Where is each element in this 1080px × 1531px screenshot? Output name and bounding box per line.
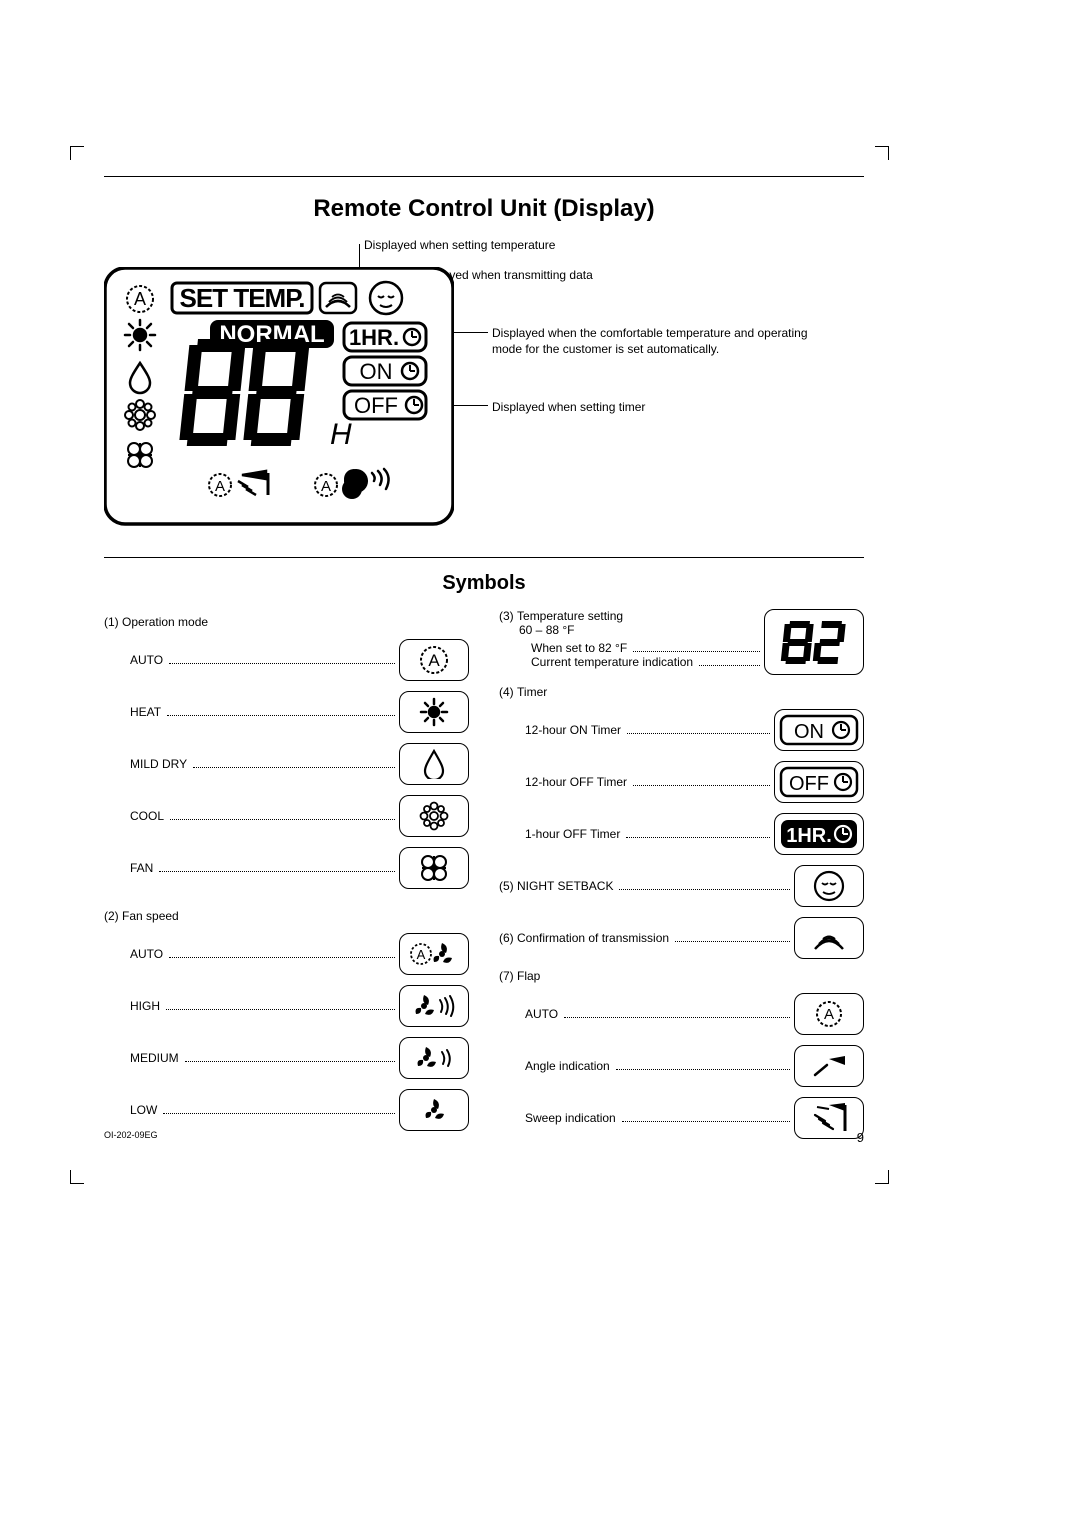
hr-top: [104, 176, 864, 177]
icon-fs-med: [399, 1037, 469, 1079]
page-title: Remote Control Unit (Display): [104, 195, 864, 223]
icon-heat: [399, 691, 469, 733]
lead: [452, 405, 488, 406]
icon-cool: [399, 795, 469, 837]
sym-fs-med: MEDIUM: [130, 1051, 179, 1065]
icon-angle: [794, 1045, 864, 1087]
s4-label: Timer: [517, 685, 547, 699]
sym-fan: FAN: [130, 861, 153, 875]
s1-label: Operation mode: [122, 615, 208, 629]
sym-auto: AUTO: [130, 653, 163, 667]
s3-range: 60 – 88 °F: [519, 623, 764, 637]
svg-text:OFF: OFF: [789, 773, 829, 795]
icon-1hroff: 1HR.: [774, 813, 864, 855]
crop-mark: [875, 146, 889, 160]
sym-flapauto: AUTO: [525, 1007, 558, 1021]
s4-num: (4): [499, 685, 514, 699]
icon-fs-high: [399, 985, 469, 1027]
hr-mid: [104, 557, 864, 558]
svg-text:A: A: [321, 478, 331, 495]
icon-ontimer: ON: [774, 709, 864, 751]
annotation-comfort: Displayed when the comfortable temperatu…: [492, 325, 812, 357]
svg-text:ON: ON: [360, 359, 393, 384]
svg-text:A: A: [428, 651, 440, 670]
sym-fs-low: LOW: [130, 1103, 157, 1117]
symbols-grid: (1) Operation mode AUTO A HEAT MILD DRY …: [104, 609, 864, 1149]
sym-fs-high: HIGH: [130, 999, 160, 1013]
s7-label: Flap: [517, 969, 540, 983]
s5-num: (5): [499, 879, 514, 893]
page-number: 9: [857, 1130, 864, 1145]
s3-num: (3): [499, 609, 514, 623]
annotation-settemp: Displayed when setting temperature: [364, 237, 555, 253]
lead: [452, 332, 488, 333]
sym-sweep: Sweep indication: [525, 1111, 616, 1125]
icon-auto: A: [399, 639, 469, 681]
svg-text:SET TEMP.: SET TEMP.: [180, 283, 305, 313]
icon-temp82: [764, 609, 864, 675]
sym-cool: COOL: [130, 809, 164, 823]
s2-num: (2): [104, 909, 119, 923]
svg-text:OFF: OFF: [354, 393, 398, 418]
svg-text:A: A: [417, 947, 426, 962]
s2-label: Fan speed: [122, 909, 179, 923]
svg-text:1HR.: 1HR.: [349, 325, 399, 350]
crop-mark: [875, 1170, 889, 1184]
sym-heat: HEAT: [130, 705, 161, 719]
icon-fs-auto: A: [399, 933, 469, 975]
icon-transmit: [794, 917, 864, 959]
svg-text:1HR.: 1HR.: [786, 825, 832, 847]
sym-angle: Angle indication: [525, 1059, 610, 1073]
s7-num: (7): [499, 969, 514, 983]
sym-1hroff: 1-hour OFF Timer: [525, 827, 620, 841]
sym-ontimer: 12-hour ON Timer: [525, 723, 621, 737]
s5-label: NIGHT SETBACK: [517, 879, 613, 893]
footer-code: OI-202-09EG: [104, 1130, 158, 1145]
display-diagram: Displayed when setting temperature Displ…: [104, 237, 864, 557]
sym-fs-auto: AUTO: [130, 947, 163, 961]
svg-text:A: A: [215, 478, 225, 495]
footer: OI-202-09EG 9: [104, 1130, 864, 1145]
s3-current: Current temperature indication: [531, 655, 693, 669]
crop-mark: [70, 1170, 84, 1184]
svg-text:A: A: [824, 1006, 834, 1023]
page-content: Remote Control Unit (Display) Displayed …: [104, 176, 864, 1149]
lcd-display: A: [104, 267, 454, 527]
sym-offtimer: 12-hour OFF Timer: [525, 775, 627, 789]
svg-text:H: H: [330, 418, 352, 451]
icon-nightsetback: [794, 865, 864, 907]
s3-when: When set to 82 °F: [531, 641, 627, 655]
svg-text:ON: ON: [794, 721, 824, 743]
s1-num: (1): [104, 615, 119, 629]
s6-label: Confirmation of transmission: [517, 931, 669, 945]
annotation-timer: Displayed when setting timer: [492, 399, 645, 415]
icon-flapauto: A: [794, 993, 864, 1035]
col-left: (1) Operation mode AUTO A HEAT MILD DRY …: [104, 609, 469, 1149]
sym-milddry: MILD DRY: [130, 757, 187, 771]
s6-num: (6): [499, 931, 514, 945]
icon-fs-low: [399, 1089, 469, 1131]
svg-text:A: A: [134, 289, 146, 309]
symbols-title: Symbols: [104, 572, 864, 595]
icon-milddry: [399, 743, 469, 785]
s3-label: Temperature setting: [517, 609, 623, 623]
icon-offtimer: OFF: [774, 761, 864, 803]
icon-fan: [399, 847, 469, 889]
crop-mark: [70, 146, 84, 160]
col-right: (3) Temperature setting 60 – 88 °F When …: [499, 609, 864, 1149]
